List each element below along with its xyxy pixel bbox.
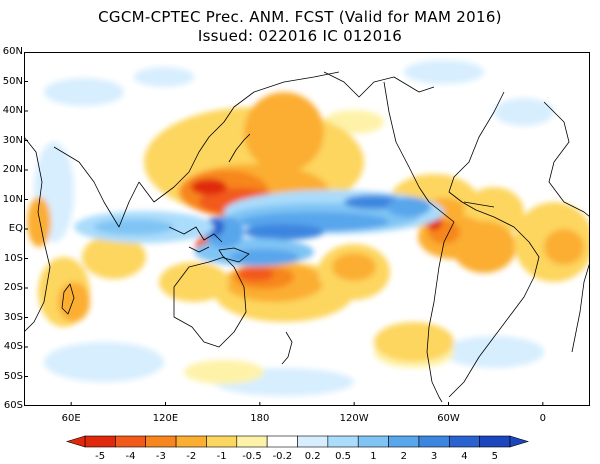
colorbar-label: 0.2 bbox=[305, 451, 321, 462]
colorbar-label: -3 bbox=[156, 451, 166, 462]
colorbar-label: 1 bbox=[370, 451, 376, 462]
lat-tick-label: 20S bbox=[3, 282, 23, 293]
colorbar-swatch bbox=[236, 435, 268, 448]
colorbar-label: -2 bbox=[186, 451, 196, 462]
colorbar-label: -0.2 bbox=[273, 451, 293, 462]
colorbar-swatch bbox=[145, 435, 177, 448]
colorbar-swatch bbox=[327, 435, 359, 448]
lat-tick-label: 20N bbox=[2, 164, 23, 175]
lat-tick-label: 40S bbox=[3, 341, 23, 352]
colorbar-swatch bbox=[388, 435, 420, 448]
colorbar-label: -5 bbox=[95, 451, 105, 462]
colorbar-swatch bbox=[206, 435, 238, 448]
colorbar-swatch bbox=[297, 435, 329, 448]
lon-tick-label: 120W bbox=[339, 413, 369, 424]
lat-tick-label: 10N bbox=[2, 193, 23, 205]
lon-tick-label: 0 bbox=[539, 413, 547, 424]
lat-tick-label: 10S bbox=[3, 252, 23, 264]
colorbar-swatch bbox=[115, 435, 147, 448]
colorbar-swatch bbox=[479, 435, 511, 448]
colorbar-swatch bbox=[175, 435, 207, 448]
lat-tick-label: 30N bbox=[2, 134, 23, 146]
colorbar-label: -4 bbox=[126, 451, 136, 462]
lon-tick-label: 180 bbox=[250, 413, 270, 424]
colorbar-min-arrow bbox=[65, 435, 86, 448]
lon-tick-label: 120E bbox=[152, 413, 179, 424]
colorbar-swatch bbox=[84, 435, 116, 448]
colorbar-label: 4 bbox=[461, 451, 467, 462]
colorbar-label: 5 bbox=[492, 451, 498, 462]
colorbar-label: 2 bbox=[401, 451, 407, 462]
lat-tick-label: 60S bbox=[3, 400, 23, 411]
anomaly-map bbox=[24, 52, 590, 406]
lat-tick-label: 50S bbox=[3, 370, 23, 382]
colorbar-swatch bbox=[266, 435, 298, 448]
lon-tick-label: 60W bbox=[437, 413, 460, 424]
lat-tick-label: EQ bbox=[8, 223, 23, 234]
lat-tick-label: 60N bbox=[2, 46, 23, 57]
colorbar-label: -0.5 bbox=[242, 451, 262, 462]
lon-tick-label: 60E bbox=[61, 413, 81, 424]
colorbar: -5 -4 -3 -2 -1 -0.5 -0.2 0.2 0.5 1 2 3 4 5 bbox=[65, 435, 530, 462]
colorbar-label: 3 bbox=[431, 451, 437, 462]
colorbar-swatch bbox=[448, 435, 480, 448]
colorbar-swatch bbox=[418, 435, 450, 448]
issued-subtitle: Issued: 022016 IC 012016 bbox=[197, 27, 403, 45]
lat-tick-label: 40N bbox=[2, 105, 23, 116]
colorbar-label: 0.5 bbox=[335, 451, 351, 462]
coastlines bbox=[24, 71, 590, 403]
lat-tick-label: 30S bbox=[3, 311, 23, 323]
lat-tick-label: 50N bbox=[2, 75, 23, 87]
map-title: CGCM-CPTEC Prec. ANM. FCST (Valid for MA… bbox=[98, 8, 502, 26]
colorbar-max-arrow bbox=[509, 435, 530, 448]
anomaly-field bbox=[27, 60, 590, 396]
colorbar-label: -1 bbox=[217, 451, 227, 462]
colorbar-swatch bbox=[357, 435, 389, 448]
